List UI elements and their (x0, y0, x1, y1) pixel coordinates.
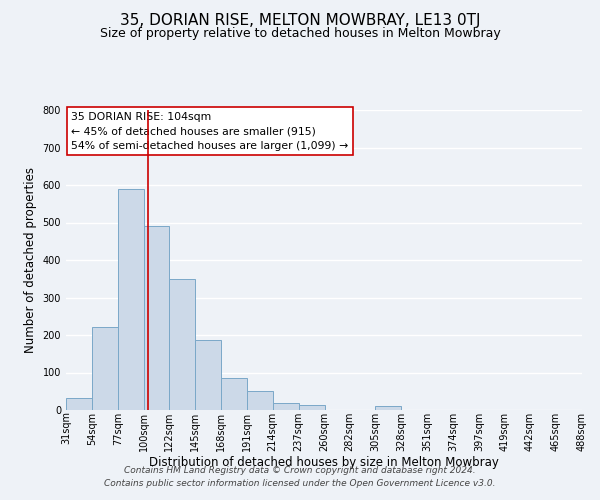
Y-axis label: Number of detached properties: Number of detached properties (24, 167, 37, 353)
Bar (299, 405, 325, 410)
Text: Size of property relative to detached houses in Melton Mowbray: Size of property relative to detached ho… (100, 28, 500, 40)
X-axis label: Distribution of detached houses by size in Melton Mowbray: Distribution of detached houses by size … (149, 456, 499, 469)
Bar (221, 378, 247, 410)
Bar (376, 406, 401, 410)
Text: Contains HM Land Registry data © Crown copyright and database right 2024.
Contai: Contains HM Land Registry data © Crown c… (104, 466, 496, 487)
Text: 35 DORIAN RISE: 104sqm
← 45% of detached houses are smaller (915)
54% of semi-de: 35 DORIAN RISE: 104sqm ← 45% of detached… (71, 112, 349, 151)
Bar (144, 226, 169, 410)
Bar (247, 391, 272, 410)
Bar (66, 398, 92, 410)
Bar (92, 327, 118, 410)
Bar (118, 188, 144, 410)
Bar (195, 340, 221, 410)
Bar (272, 403, 299, 410)
Bar (169, 279, 195, 410)
Text: 35, DORIAN RISE, MELTON MOWBRAY, LE13 0TJ: 35, DORIAN RISE, MELTON MOWBRAY, LE13 0T… (120, 12, 480, 28)
